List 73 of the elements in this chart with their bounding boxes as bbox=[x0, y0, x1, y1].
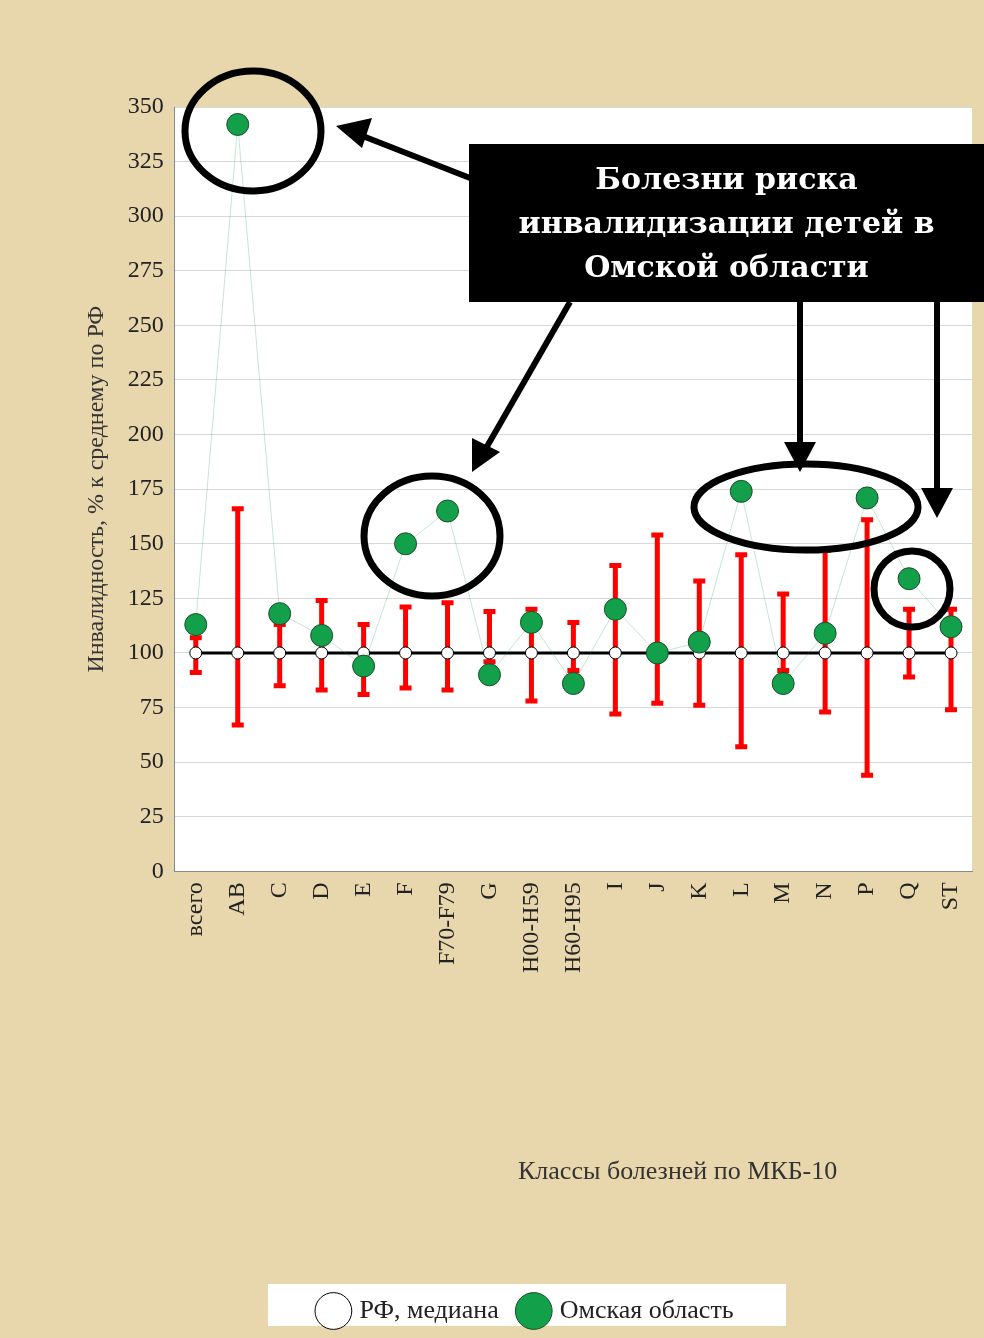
point bbox=[394, 532, 418, 556]
x-tick-label: Q bbox=[894, 882, 921, 900]
x-tick-label: F bbox=[390, 882, 417, 896]
point bbox=[226, 112, 250, 136]
x-tick-label: L bbox=[726, 882, 753, 898]
point bbox=[231, 646, 245, 660]
y-tick-label: 300 bbox=[127, 201, 164, 228]
point bbox=[477, 663, 501, 687]
x-tick-label: K bbox=[684, 881, 711, 900]
x-tick-label: всего bbox=[181, 882, 208, 937]
point bbox=[315, 646, 329, 660]
x-tick-label: I bbox=[600, 882, 627, 891]
point bbox=[855, 486, 879, 510]
x-tick-label: G bbox=[474, 882, 501, 900]
x-tick-label: D bbox=[306, 882, 333, 900]
point bbox=[813, 621, 837, 645]
x-tick-label: H60-H95 bbox=[558, 882, 585, 973]
point bbox=[776, 646, 790, 660]
point bbox=[310, 623, 334, 647]
y-tick-label: 200 bbox=[127, 419, 164, 446]
point bbox=[860, 646, 874, 660]
point bbox=[734, 646, 748, 660]
callout-box: Болезни риска инвалидизации детей в Омской области bbox=[469, 144, 984, 302]
y-tick-label: 275 bbox=[127, 256, 164, 283]
y-tick-label: 75 bbox=[139, 692, 164, 719]
point bbox=[436, 499, 460, 523]
x-tick-label: H00-H59 bbox=[516, 882, 543, 973]
x-tick-label: J bbox=[642, 882, 669, 892]
text: Классы болезней по МКБ-10 bbox=[518, 1156, 838, 1186]
y-tick-label: 50 bbox=[139, 747, 164, 774]
point bbox=[268, 602, 292, 626]
point bbox=[189, 646, 203, 660]
y-tick-label: 150 bbox=[127, 529, 164, 556]
y-tick-label: 325 bbox=[127, 146, 164, 173]
x-tick-label: M bbox=[768, 882, 795, 904]
point bbox=[561, 672, 585, 696]
y-tick-label: 175 bbox=[127, 474, 164, 501]
y-tick-label: 25 bbox=[139, 802, 164, 829]
point bbox=[482, 646, 496, 660]
y-tick-label: 225 bbox=[127, 365, 164, 392]
x-tick-label: E bbox=[348, 882, 375, 898]
y-tick-label: 250 bbox=[127, 310, 164, 337]
point bbox=[818, 646, 832, 660]
legend-label: РФ, медиана bbox=[359, 1294, 500, 1324]
x-tick-label: ST bbox=[936, 882, 963, 911]
point bbox=[273, 646, 287, 660]
point bbox=[519, 610, 543, 634]
point bbox=[352, 654, 376, 678]
y-tick-label: 0 bbox=[151, 856, 164, 883]
point bbox=[645, 641, 669, 665]
y-tick-label: 125 bbox=[127, 583, 164, 610]
point bbox=[608, 646, 622, 660]
y-tick-label: 100 bbox=[127, 638, 164, 665]
point bbox=[566, 646, 580, 660]
point bbox=[902, 646, 916, 660]
point bbox=[687, 630, 711, 654]
point bbox=[944, 646, 958, 660]
point bbox=[771, 672, 795, 696]
point bbox=[729, 479, 753, 503]
point bbox=[441, 646, 455, 660]
point bbox=[939, 615, 963, 639]
point bbox=[184, 613, 208, 637]
point bbox=[524, 646, 538, 660]
point bbox=[603, 597, 627, 621]
x-tick-label: F70-F79 bbox=[432, 882, 459, 966]
legend-label: Омская область bbox=[559, 1294, 734, 1324]
x-tick-label: P bbox=[852, 882, 879, 896]
x-tick-label: C bbox=[264, 882, 291, 899]
y-axis-title: Инвалидность, % к среднему по РФ bbox=[81, 305, 108, 673]
x-tick-label: AB bbox=[223, 882, 250, 916]
x-tick-label: N bbox=[810, 882, 837, 900]
y-tick-label: 350 bbox=[127, 92, 164, 119]
point bbox=[399, 646, 413, 660]
